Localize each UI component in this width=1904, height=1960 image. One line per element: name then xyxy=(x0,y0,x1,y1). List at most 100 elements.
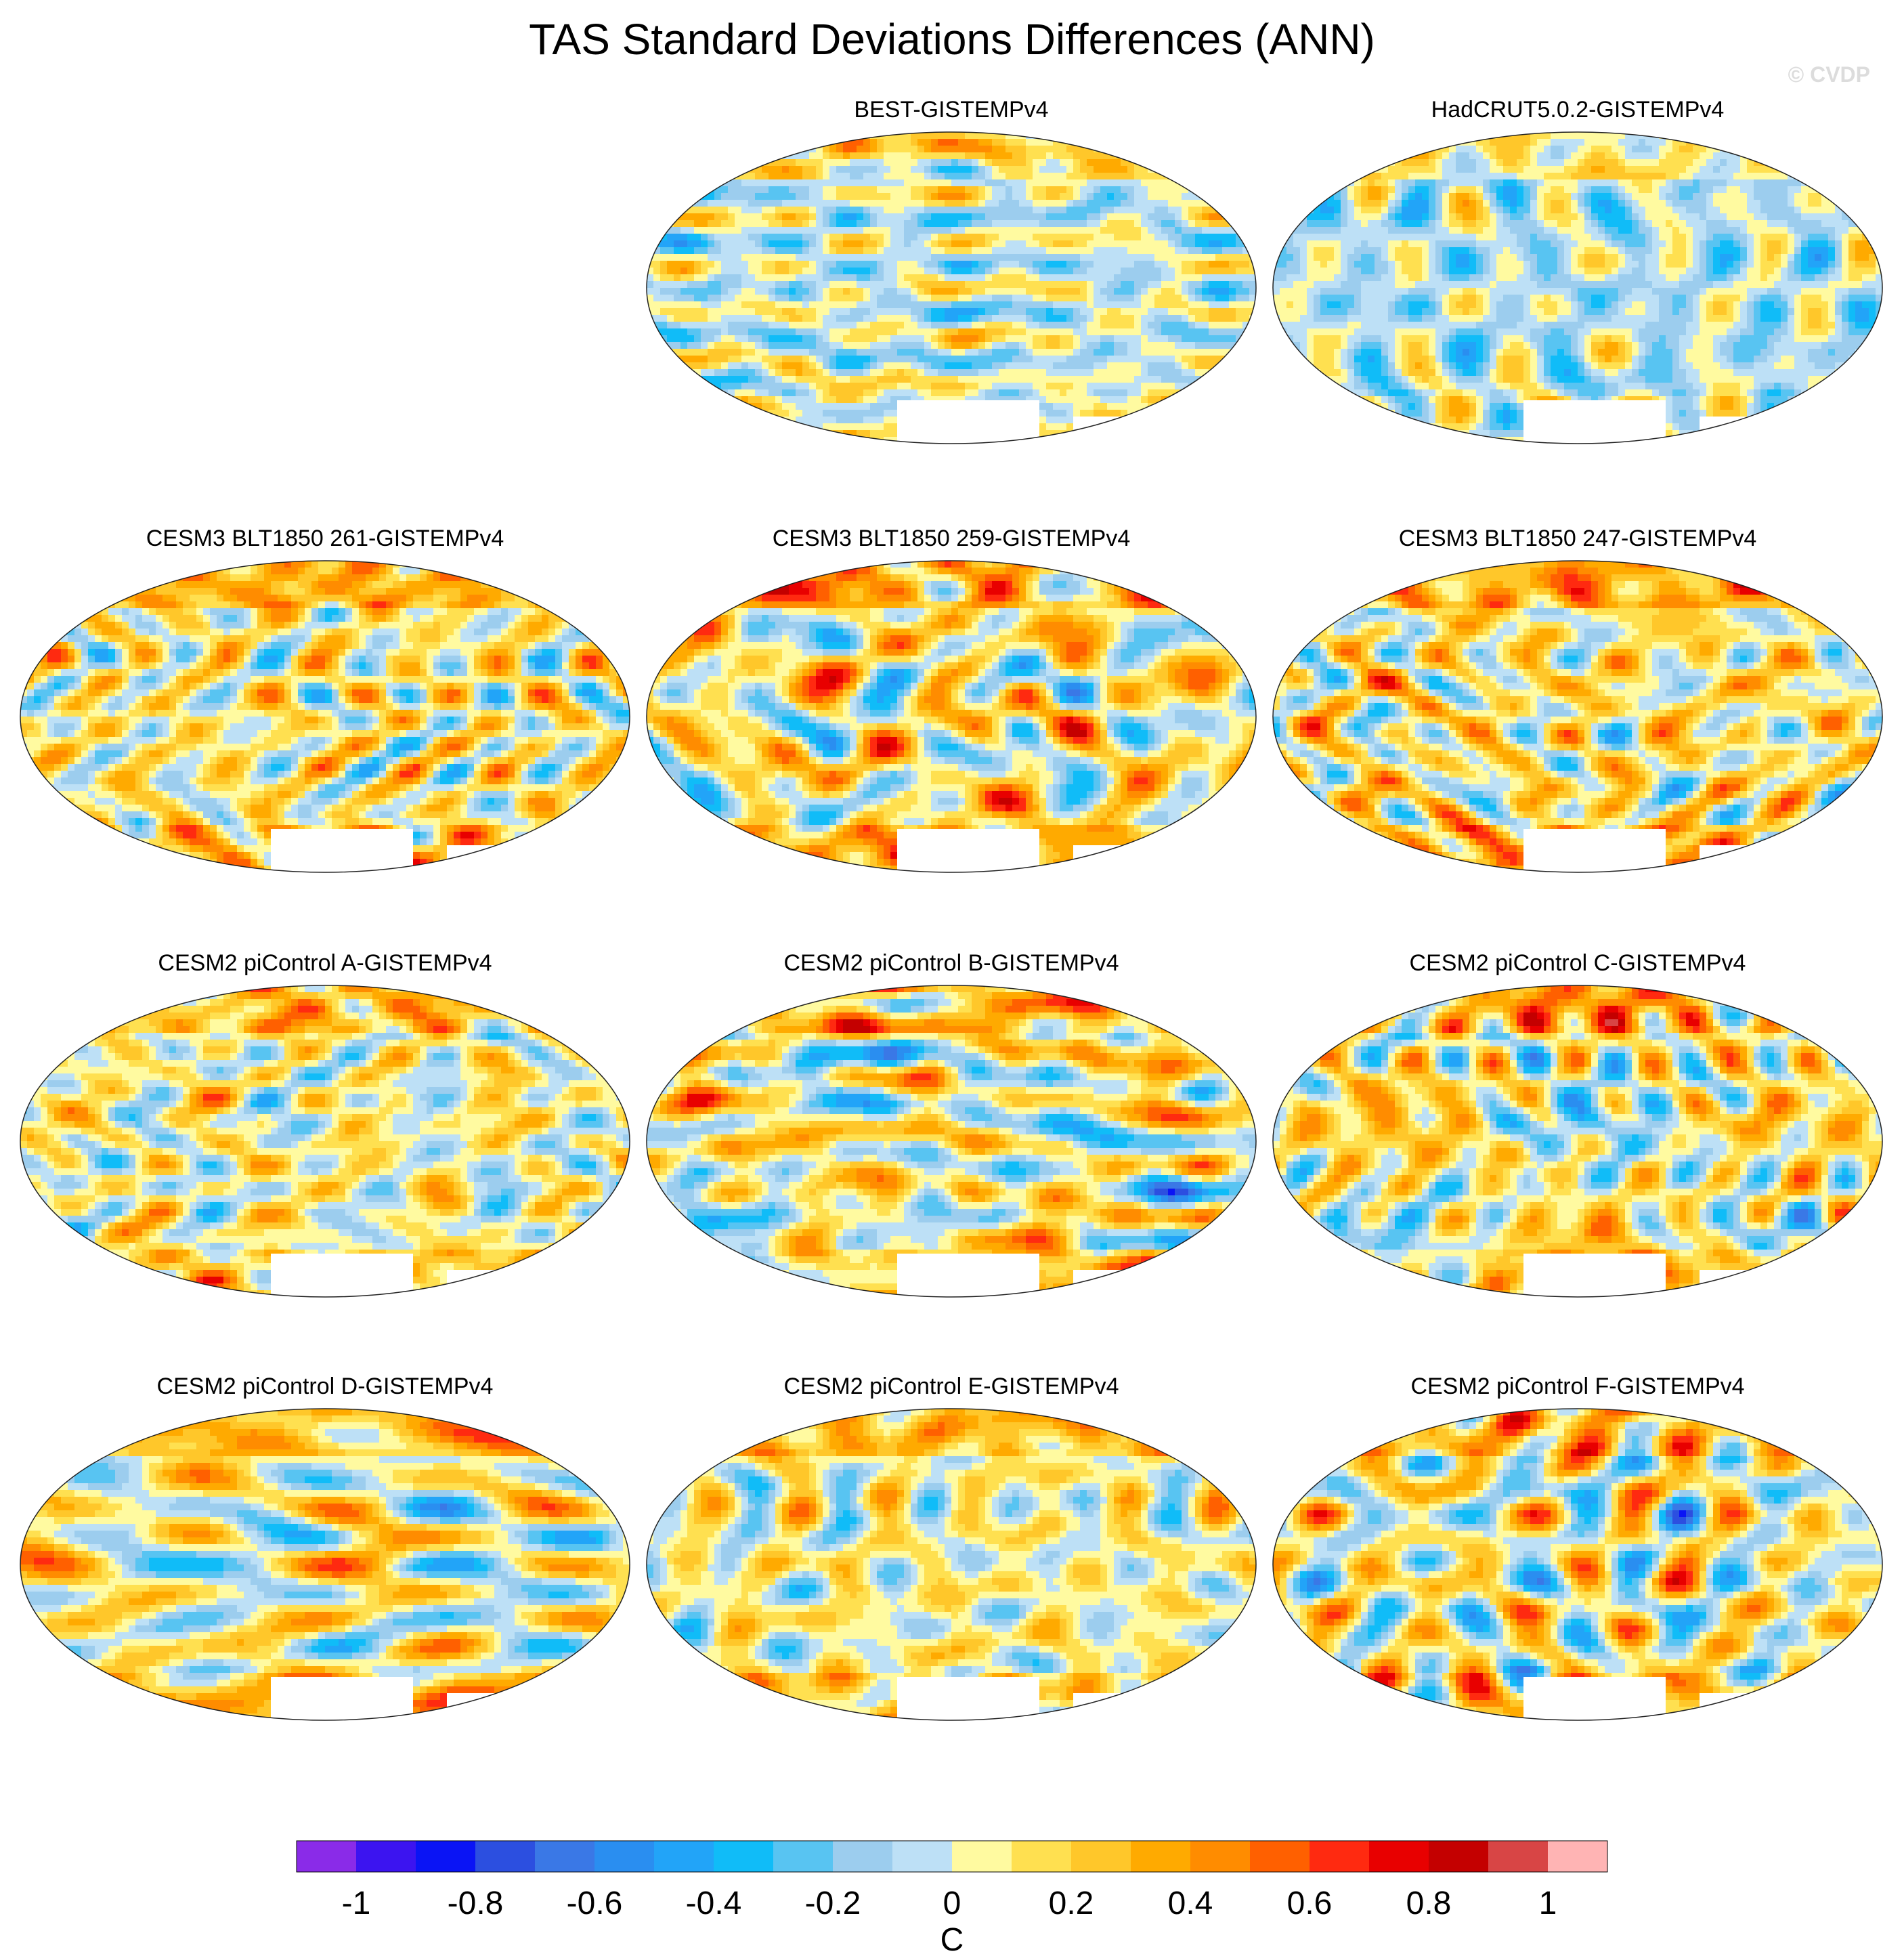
field-cell xyxy=(674,376,681,383)
field-cell xyxy=(985,376,993,383)
field-cell xyxy=(1388,146,1395,153)
field-cell xyxy=(1046,322,1054,329)
field-cell xyxy=(1733,179,1741,187)
field-cell xyxy=(775,430,783,438)
field-cell xyxy=(755,376,762,383)
field-cell xyxy=(1046,430,1054,438)
field-cell xyxy=(782,274,789,282)
field-cell xyxy=(789,301,796,309)
field-cell xyxy=(1249,139,1256,146)
field-cell xyxy=(721,322,729,329)
field-cell xyxy=(741,132,749,140)
field-cell xyxy=(741,146,749,153)
field-cell xyxy=(1442,152,1450,160)
field-cell xyxy=(843,152,850,160)
field-cell xyxy=(1202,383,1209,390)
field-cell xyxy=(789,328,796,336)
field-cell xyxy=(782,410,789,417)
field-cell xyxy=(1242,437,1250,444)
field-cell xyxy=(850,437,857,444)
field-cell xyxy=(796,254,803,261)
field-cell xyxy=(1341,166,1348,173)
field-cell xyxy=(1242,295,1250,302)
field-cell xyxy=(1242,173,1250,180)
field-cell xyxy=(796,349,803,356)
field-cell xyxy=(708,152,715,160)
field-cell xyxy=(775,132,783,140)
field-cell xyxy=(1175,417,1182,424)
field-cell xyxy=(877,207,884,214)
field-cell xyxy=(1249,227,1256,234)
field-cell xyxy=(653,159,661,167)
field-cell xyxy=(1141,193,1148,200)
field-cell xyxy=(687,417,695,424)
field-cell xyxy=(789,349,796,356)
field-cell xyxy=(1033,186,1040,194)
field-cell xyxy=(1229,396,1236,404)
field-cell xyxy=(1134,261,1142,268)
field-cell xyxy=(884,186,891,194)
field-cell xyxy=(958,376,966,383)
field-cell xyxy=(978,179,986,187)
field-cell xyxy=(972,261,979,268)
field-cell xyxy=(931,349,938,356)
field-cell xyxy=(796,139,803,146)
field-cell xyxy=(917,159,925,167)
field-cell xyxy=(1672,186,1680,194)
field-cell xyxy=(816,261,823,268)
field-cell xyxy=(823,159,830,167)
field-cell xyxy=(809,234,817,241)
field-cell xyxy=(680,288,688,295)
field-cell xyxy=(1148,396,1155,404)
field-cell xyxy=(823,301,830,309)
field-cell xyxy=(1087,342,1094,349)
field-cell xyxy=(714,261,722,268)
field-cell xyxy=(1026,179,1033,187)
field-cell xyxy=(1618,179,1626,187)
field-cell xyxy=(1249,213,1256,221)
field-cell xyxy=(1557,166,1565,173)
field-cell xyxy=(1114,295,1121,302)
field-cell xyxy=(945,349,952,356)
field-cell xyxy=(1429,179,1436,187)
field-cell xyxy=(1053,213,1060,221)
field-cell xyxy=(1523,146,1531,153)
field-cell xyxy=(999,322,1006,329)
field-cell xyxy=(1033,166,1040,173)
field-cell xyxy=(1053,288,1060,295)
field-cell xyxy=(1229,315,1236,322)
field-cell xyxy=(1012,376,1020,383)
field-cell xyxy=(1019,146,1026,153)
field-cell xyxy=(1733,173,1741,180)
field-cell xyxy=(1188,376,1196,383)
field-cell xyxy=(1249,268,1256,275)
field-cell xyxy=(1046,213,1054,221)
field-cell xyxy=(755,437,762,444)
field-cell xyxy=(992,356,999,363)
field-cell xyxy=(1794,179,1802,187)
field-cell xyxy=(931,186,938,194)
field-cell xyxy=(1611,166,1619,173)
field-cell xyxy=(890,240,898,248)
field-cell xyxy=(972,274,979,282)
field-cell xyxy=(1175,213,1182,221)
field-cell xyxy=(1161,247,1169,255)
field-cell xyxy=(667,240,674,248)
field-cell xyxy=(829,389,837,397)
field-cell xyxy=(999,186,1006,194)
field-cell xyxy=(911,342,918,349)
field-cell xyxy=(735,423,742,431)
field-cell xyxy=(951,146,959,153)
field-cell xyxy=(1066,308,1074,316)
field-cell xyxy=(1767,166,1775,173)
field-cell xyxy=(674,240,681,248)
field-cell xyxy=(897,173,905,180)
field-cell xyxy=(809,376,817,383)
field-cell xyxy=(938,179,945,187)
field-cell xyxy=(972,376,979,383)
field-cell xyxy=(829,247,837,255)
field-cell xyxy=(1107,179,1115,187)
field-cell xyxy=(694,315,701,322)
field-cell xyxy=(1408,146,1416,153)
field-cell xyxy=(687,322,695,329)
